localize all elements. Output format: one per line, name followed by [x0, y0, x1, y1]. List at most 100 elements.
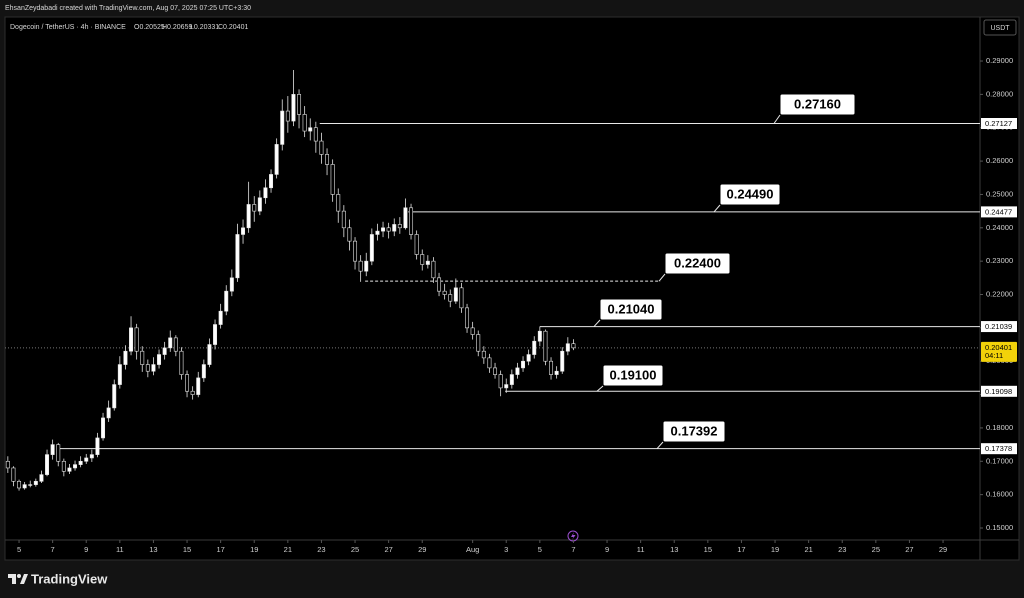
currency: USDT — [990, 25, 1010, 32]
candle-body — [543, 330, 548, 362]
candle-body — [403, 207, 408, 229]
candle-body — [347, 227, 352, 242]
candle-body — [369, 234, 374, 262]
candle-body — [95, 437, 100, 455]
x-tick-label: 7 — [51, 545, 55, 554]
candle-body — [257, 197, 262, 212]
x-tick-label: 29 — [418, 545, 426, 554]
candle-body — [353, 240, 358, 262]
x-tick-label: 11 — [637, 545, 645, 554]
candle-body — [117, 364, 122, 385]
logo-part — [17, 574, 21, 578]
y-tick-label: 0.25000 — [986, 189, 1013, 198]
callout-connector — [593, 319, 601, 327]
candle-body — [381, 227, 386, 232]
candle-body — [571, 343, 576, 349]
y-tick-label: 0.29000 — [986, 56, 1013, 65]
y-tick-label: 0.28000 — [986, 89, 1013, 98]
x-tick-label: 7 — [571, 545, 575, 554]
x-tick-label: 9 — [84, 545, 88, 554]
event-bolt — [571, 532, 576, 540]
candle-body — [22, 484, 27, 489]
callout-label: 0.22400 — [674, 255, 721, 270]
candle-body — [252, 204, 257, 212]
candle-body — [375, 230, 380, 235]
candle-body — [336, 194, 341, 212]
candle-body — [151, 364, 156, 372]
x-tick-label: 25 — [351, 545, 359, 554]
candle-body — [392, 224, 397, 232]
candle-body — [140, 350, 145, 365]
candle-body — [39, 474, 44, 482]
callout-label: 0.27160 — [794, 96, 841, 111]
level-axis-box — [981, 206, 1017, 218]
candle-body — [325, 154, 330, 165]
candle-body — [481, 350, 486, 359]
candle-body — [56, 444, 61, 462]
candle-body — [409, 207, 414, 235]
level-axis-label: 0.24477 — [985, 207, 1012, 216]
candle-body — [549, 360, 554, 375]
x-tick-label: 29 — [939, 545, 947, 554]
callout-box — [779, 93, 856, 116]
candle-body — [487, 357, 492, 369]
candle-body — [201, 364, 206, 379]
x-tick-label: 21 — [284, 545, 292, 554]
candle-body — [341, 210, 346, 229]
candle-body — [185, 374, 190, 392]
level-axis-box — [981, 321, 1017, 333]
candle-body — [224, 290, 229, 312]
candle-body — [196, 377, 201, 395]
y-tick-label: 0.23000 — [986, 256, 1013, 265]
y-tick-label: 0.26000 — [986, 156, 1013, 165]
brand: TradingView — [31, 571, 108, 586]
callout-label: 0.24490 — [727, 186, 774, 201]
candle-body — [269, 174, 274, 189]
candle-body — [28, 484, 33, 486]
x-tick-label: 23 — [317, 545, 325, 554]
candle-body — [235, 234, 240, 279]
candle-body — [515, 367, 520, 375]
candle-body — [78, 460, 83, 465]
x-tick-label: 25 — [872, 545, 880, 554]
ohlc-label: C0.20401 — [218, 24, 248, 31]
attribution: EhsanZeydabadi created with TradingView.… — [5, 5, 251, 12]
x-tick-label: 27 — [905, 545, 913, 554]
candle-body — [157, 354, 162, 365]
x-tick-label: 3 — [504, 545, 508, 554]
candle-body — [33, 480, 38, 485]
candle-body — [162, 347, 167, 355]
level-axis-label: 0.27127 — [985, 119, 1012, 128]
callout-connector — [656, 441, 664, 450]
candle-body — [565, 343, 570, 352]
level-axis-label: 0.17378 — [985, 444, 1012, 453]
chart-frame — [4, 16, 1020, 561]
candle-body — [509, 374, 514, 385]
level-axis-box — [981, 385, 1017, 397]
candle-body — [67, 467, 72, 472]
candle-body — [448, 294, 453, 302]
candle-body — [425, 260, 430, 265]
candle-body — [386, 227, 391, 232]
candle-body — [560, 350, 565, 372]
candle-body — [241, 227, 246, 235]
countdown: 04:11 — [985, 351, 1003, 360]
candle-body — [274, 144, 279, 175]
candle-body — [5, 460, 10, 469]
x-tick-label: 13 — [670, 545, 678, 554]
x-tick-label: 21 — [804, 545, 812, 554]
level-axis-box — [981, 443, 1017, 455]
candle-body — [291, 94, 296, 122]
callout-connector — [658, 273, 666, 282]
candle-body — [84, 457, 89, 462]
candle-body — [50, 444, 55, 455]
x-tick-label: 5 — [538, 545, 542, 554]
candle-body — [302, 114, 307, 132]
candle-body — [297, 94, 302, 115]
callout-box — [662, 420, 726, 443]
x-tick-label: 19 — [771, 545, 779, 554]
callout-box — [602, 364, 664, 387]
candle-body — [521, 360, 526, 369]
candle-body — [173, 337, 178, 352]
